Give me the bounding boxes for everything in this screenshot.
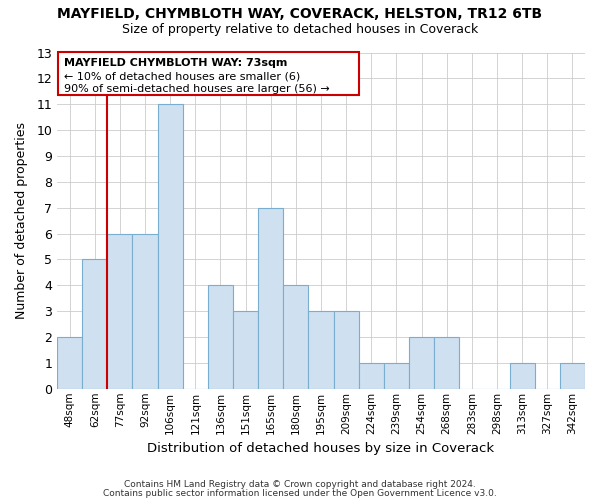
Text: Contains HM Land Registry data © Crown copyright and database right 2024.: Contains HM Land Registry data © Crown c… [124, 480, 476, 489]
Bar [560, 363, 585, 389]
Text: Size of property relative to detached houses in Coverack: Size of property relative to detached ho… [122, 22, 478, 36]
Bar [107, 234, 133, 389]
Bar [58, 52, 359, 95]
Bar [158, 104, 183, 389]
Bar [359, 363, 384, 389]
Bar [57, 337, 82, 389]
Text: Contains public sector information licensed under the Open Government Licence v3: Contains public sector information licen… [103, 489, 497, 498]
X-axis label: Distribution of detached houses by size in Coverack: Distribution of detached houses by size … [148, 442, 494, 455]
Text: ← 10% of detached houses are smaller (6): ← 10% of detached houses are smaller (6) [64, 71, 300, 81]
Bar [208, 286, 233, 389]
Bar [82, 260, 107, 389]
Bar [409, 337, 434, 389]
Text: MAYFIELD, CHYMBLOTH WAY, COVERACK, HELSTON, TR12 6TB: MAYFIELD, CHYMBLOTH WAY, COVERACK, HELST… [58, 8, 542, 22]
Bar [434, 337, 460, 389]
Text: 90% of semi-detached houses are larger (56) →: 90% of semi-detached houses are larger (… [64, 84, 329, 94]
Bar [384, 363, 409, 389]
Bar [133, 234, 158, 389]
Bar [233, 311, 258, 389]
Bar [509, 363, 535, 389]
Bar [258, 208, 283, 389]
Bar [283, 286, 308, 389]
Bar [334, 311, 359, 389]
Text: MAYFIELD CHYMBLOTH WAY: 73sqm: MAYFIELD CHYMBLOTH WAY: 73sqm [64, 58, 287, 68]
Y-axis label: Number of detached properties: Number of detached properties [15, 122, 28, 319]
Bar [308, 311, 334, 389]
